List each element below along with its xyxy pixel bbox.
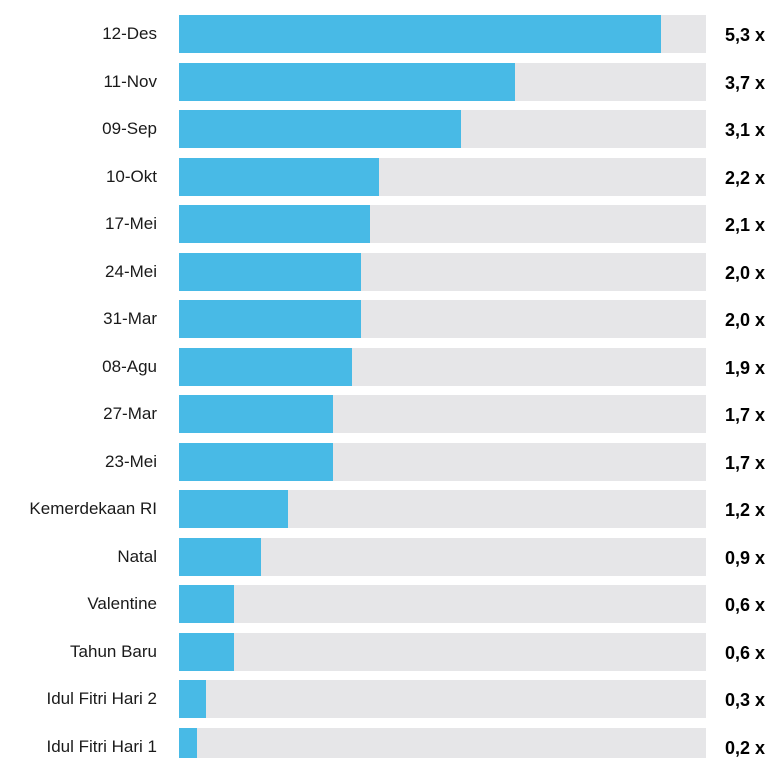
bar-row: 17-Mei 2,1 x bbox=[0, 205, 782, 243]
bar-track bbox=[179, 110, 706, 148]
category-label: 09-Sep bbox=[102, 119, 157, 138]
value-label: 1,9 x bbox=[725, 357, 766, 378]
category-label: 31-Mar bbox=[103, 309, 157, 328]
bar-track bbox=[179, 347, 706, 386]
bar-row: 23-Mei 1,7 x bbox=[0, 442, 782, 481]
category-label: Tahun Baru bbox=[70, 641, 157, 661]
category-label: 27-Mar bbox=[103, 404, 157, 423]
bar-track bbox=[179, 537, 706, 576]
bar bbox=[179, 300, 361, 338]
bar-row: Tahun Baru 0,6 x bbox=[0, 632, 782, 671]
bar-row: 31-Mar 2,0 x bbox=[0, 300, 782, 338]
bar-track bbox=[179, 490, 706, 528]
bar-track bbox=[179, 585, 706, 623]
value-label: 2,0 x bbox=[725, 262, 766, 283]
category-label: Idul Fitri Hari 1 bbox=[46, 736, 157, 756]
category-label: 17-Mei bbox=[105, 214, 157, 233]
bar-row: Natal 0,9 x bbox=[0, 537, 782, 576]
bar-row: Idul Fitri Hari 2 0,3 x bbox=[0, 680, 782, 718]
category-label: Idul Fitri Hari 2 bbox=[46, 689, 157, 708]
category-label: 10-Okt bbox=[105, 166, 157, 186]
bar-track bbox=[179, 395, 706, 433]
value-label: 0,3 x bbox=[725, 690, 766, 710]
category-label: Natal bbox=[117, 546, 157, 566]
bar bbox=[179, 537, 261, 576]
bar-row: Kemerdekaan RI 1,2 x bbox=[0, 490, 782, 528]
bar-track bbox=[179, 442, 706, 481]
value-label: 3,1 x bbox=[725, 120, 766, 140]
bar-track bbox=[179, 727, 706, 758]
bar bbox=[179, 680, 207, 718]
bar bbox=[179, 110, 461, 148]
value-label: 2,1 x bbox=[725, 215, 766, 235]
category-label: Kemerdekaan RI bbox=[29, 499, 157, 518]
bar-track bbox=[179, 680, 706, 718]
bar-track bbox=[179, 300, 706, 338]
bar bbox=[179, 62, 516, 101]
bar-row: Idul Fitri Hari 1 0,2 x bbox=[0, 727, 782, 758]
category-label: 12-Des bbox=[102, 24, 157, 43]
bar bbox=[179, 347, 352, 386]
bar-track bbox=[179, 62, 706, 101]
bar bbox=[179, 252, 361, 291]
category-label: 23-Mei bbox=[105, 451, 157, 471]
category-label: 08-Agu bbox=[102, 356, 157, 376]
bar bbox=[179, 395, 334, 433]
value-label: 0,2 x bbox=[725, 737, 766, 758]
bar bbox=[179, 442, 334, 481]
bar-row: 08-Agu 1,9 x bbox=[0, 347, 782, 386]
bar bbox=[179, 490, 289, 528]
value-label: 1,7 x bbox=[725, 405, 766, 425]
bar-track bbox=[179, 252, 706, 291]
value-label: 3,7 x bbox=[725, 72, 766, 93]
bar-track bbox=[179, 157, 706, 196]
bar bbox=[179, 15, 661, 53]
value-label: 2,0 x bbox=[725, 310, 766, 330]
bar-track bbox=[179, 15, 706, 53]
bar-row: 24-Mei 2,0 x bbox=[0, 252, 782, 291]
bar bbox=[179, 632, 234, 671]
category-label: Valentine bbox=[87, 594, 157, 613]
bar-row: 09-Sep 3,1 x bbox=[0, 110, 782, 148]
value-label: 1,7 x bbox=[725, 452, 766, 473]
bar-row: 27-Mar 1,7 x bbox=[0, 395, 782, 433]
bar-track bbox=[179, 205, 706, 243]
bar bbox=[179, 585, 234, 623]
value-label: 0,9 x bbox=[725, 547, 766, 568]
bar bbox=[179, 157, 379, 196]
value-label: 2,2 x bbox=[725, 167, 766, 188]
bar bbox=[179, 205, 370, 243]
bar-row: Valentine 0,6 x bbox=[0, 585, 782, 623]
category-label: 11-Nov bbox=[103, 71, 157, 91]
value-label: 0,6 x bbox=[725, 642, 766, 663]
category-label: 24-Mei bbox=[105, 261, 157, 281]
value-label: 0,6 x bbox=[725, 595, 766, 615]
value-label: 5,3 x bbox=[725, 25, 766, 45]
value-label: 1,2 x bbox=[725, 500, 766, 520]
bar-row: 10-Okt 2,2 x bbox=[0, 157, 782, 196]
bar-track bbox=[179, 632, 706, 671]
bar bbox=[179, 727, 198, 758]
bar-row: 12-Des 5,3 x bbox=[0, 15, 782, 53]
bar-row: 11-Nov 3,7 x bbox=[0, 62, 782, 101]
